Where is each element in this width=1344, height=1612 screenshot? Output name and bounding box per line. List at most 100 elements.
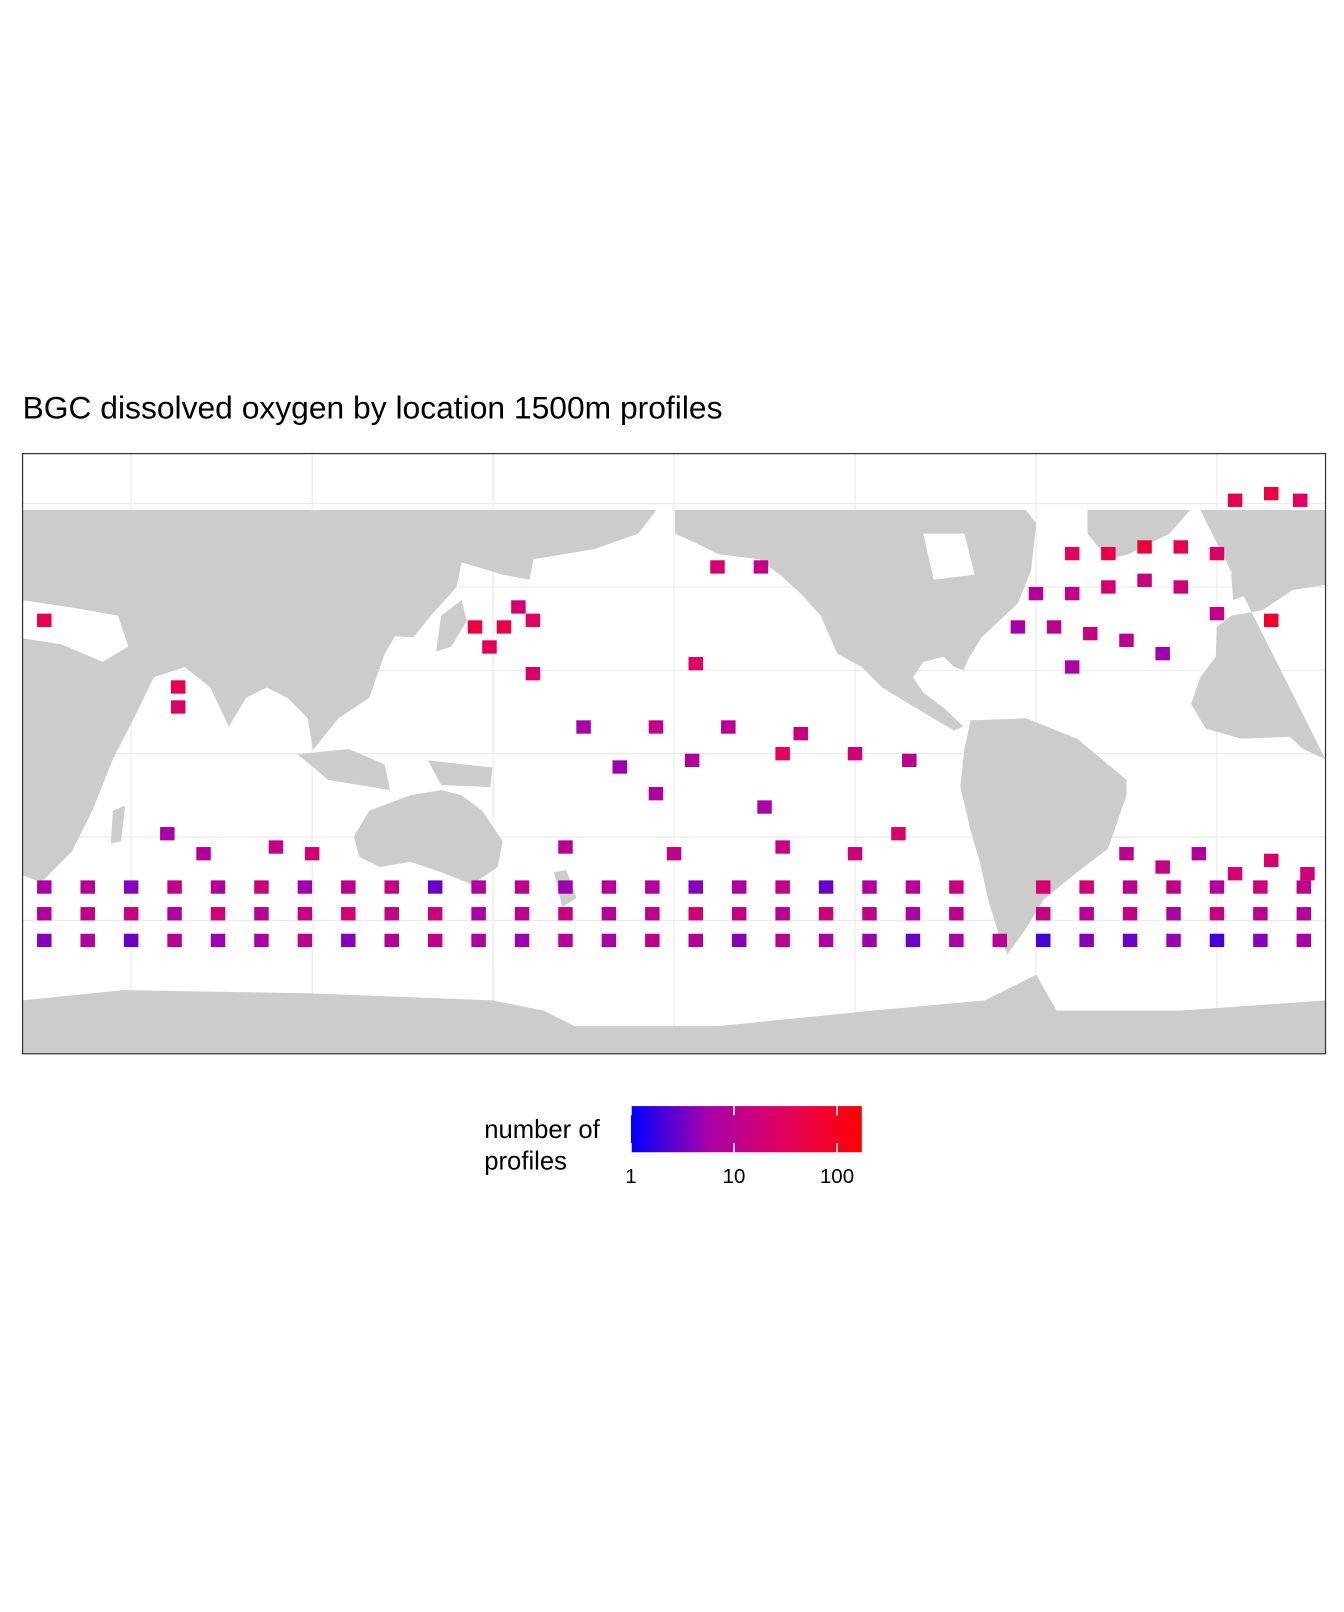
profile-cell <box>1209 546 1225 561</box>
profile-cell <box>905 933 921 948</box>
profile-cell <box>297 933 313 948</box>
profile-cell <box>1035 880 1051 894</box>
profile-cell <box>1253 880 1268 894</box>
profile-cell <box>341 907 356 921</box>
profile-cell <box>862 907 877 921</box>
profile-cell <box>37 880 52 894</box>
profile-cell <box>1209 907 1225 921</box>
profile-cell <box>341 933 356 948</box>
profile-cell <box>818 933 834 948</box>
profile-cell <box>1209 606 1225 621</box>
profile-cell <box>793 727 808 741</box>
profile-cell <box>471 880 486 894</box>
profile-cell <box>688 880 704 894</box>
profile-cell <box>775 907 790 921</box>
profile-cell <box>1119 847 1134 861</box>
profile-cell <box>1191 847 1207 861</box>
profile-cell <box>862 933 877 948</box>
profile-cell <box>688 907 704 921</box>
profile-cell <box>167 933 182 948</box>
profile-cell <box>511 600 526 614</box>
profile-cell <box>688 933 704 948</box>
profile-cell <box>1064 660 1080 674</box>
profile-cell <box>170 700 186 714</box>
profile-cell <box>949 933 964 948</box>
profile-cell <box>1122 880 1138 894</box>
profile-cell <box>1296 907 1312 921</box>
profile-cell <box>1079 933 1094 948</box>
profile-cell <box>902 753 917 768</box>
profile-cell <box>37 907 52 921</box>
profile-cell <box>514 880 530 894</box>
profile-cell <box>1046 620 1062 634</box>
profile-cell <box>210 880 226 894</box>
profile-cell <box>818 907 834 921</box>
profile-cell <box>645 880 660 894</box>
profile-cell <box>1155 860 1170 874</box>
profile-cell <box>1166 907 1181 921</box>
profile-cell <box>427 933 443 948</box>
profile-cell <box>1101 580 1116 594</box>
profile-cell <box>467 620 483 634</box>
profile-cell <box>721 720 736 734</box>
profile-cell <box>1173 540 1188 554</box>
legend-label: 100 <box>820 1165 854 1188</box>
profile-cell <box>514 933 530 948</box>
profile-cell <box>601 880 617 894</box>
profile-cell <box>847 747 863 761</box>
profile-cell <box>666 847 682 861</box>
profile-cell <box>471 933 486 948</box>
profile-cell <box>1119 633 1134 647</box>
profile-cell <box>1296 880 1312 894</box>
profile-cell <box>525 613 541 627</box>
profile-cell <box>1122 933 1138 948</box>
colorbar <box>630 1106 862 1153</box>
profile-cell <box>757 800 772 814</box>
profile-cell <box>1079 907 1094 921</box>
profile-cell <box>601 933 617 948</box>
profile-cell <box>1035 907 1051 921</box>
profile-cell <box>645 933 660 948</box>
legend-title-box: number of profiles <box>484 1115 600 1176</box>
profile-cell <box>847 847 863 861</box>
profile-cell <box>37 613 52 627</box>
panel-border <box>21 452 1327 1055</box>
profile-cell <box>1155 646 1170 661</box>
profile-cell <box>496 620 512 634</box>
profile-cell <box>304 847 320 861</box>
profile-cell <box>775 747 790 761</box>
profile-cell <box>1166 933 1181 948</box>
profile-cell <box>1035 933 1051 948</box>
profile-cell <box>1083 626 1098 641</box>
profile-cell <box>818 880 834 894</box>
profile-cell <box>123 933 139 948</box>
profile-cell <box>1300 867 1315 881</box>
profile-cell <box>1253 907 1268 921</box>
profile-cell <box>1173 580 1188 594</box>
profile-cell <box>684 753 700 768</box>
profile-cell <box>1292 493 1308 507</box>
profile-cell <box>905 880 921 894</box>
profile-cell <box>471 907 486 921</box>
profile-cell <box>775 933 790 948</box>
legend-title: number of profiles <box>484 1115 600 1176</box>
profile-cell <box>1064 586 1080 601</box>
profile-cell <box>601 907 617 921</box>
profile-cell <box>210 907 226 921</box>
profile-cell <box>753 560 769 574</box>
profile-cell <box>891 827 906 841</box>
profile-cell <box>196 847 211 861</box>
profile-cell <box>558 840 573 854</box>
profile-cell <box>949 907 964 921</box>
profile-cell <box>612 760 628 774</box>
profile-cell <box>775 880 790 894</box>
profile-cell <box>384 933 399 948</box>
profile-cell <box>427 907 443 921</box>
profile-cell <box>167 880 182 894</box>
profile-cell <box>1079 880 1094 894</box>
profile-cell <box>992 933 1008 948</box>
profile-cell <box>1264 853 1279 868</box>
profile-cell <box>1122 907 1138 921</box>
